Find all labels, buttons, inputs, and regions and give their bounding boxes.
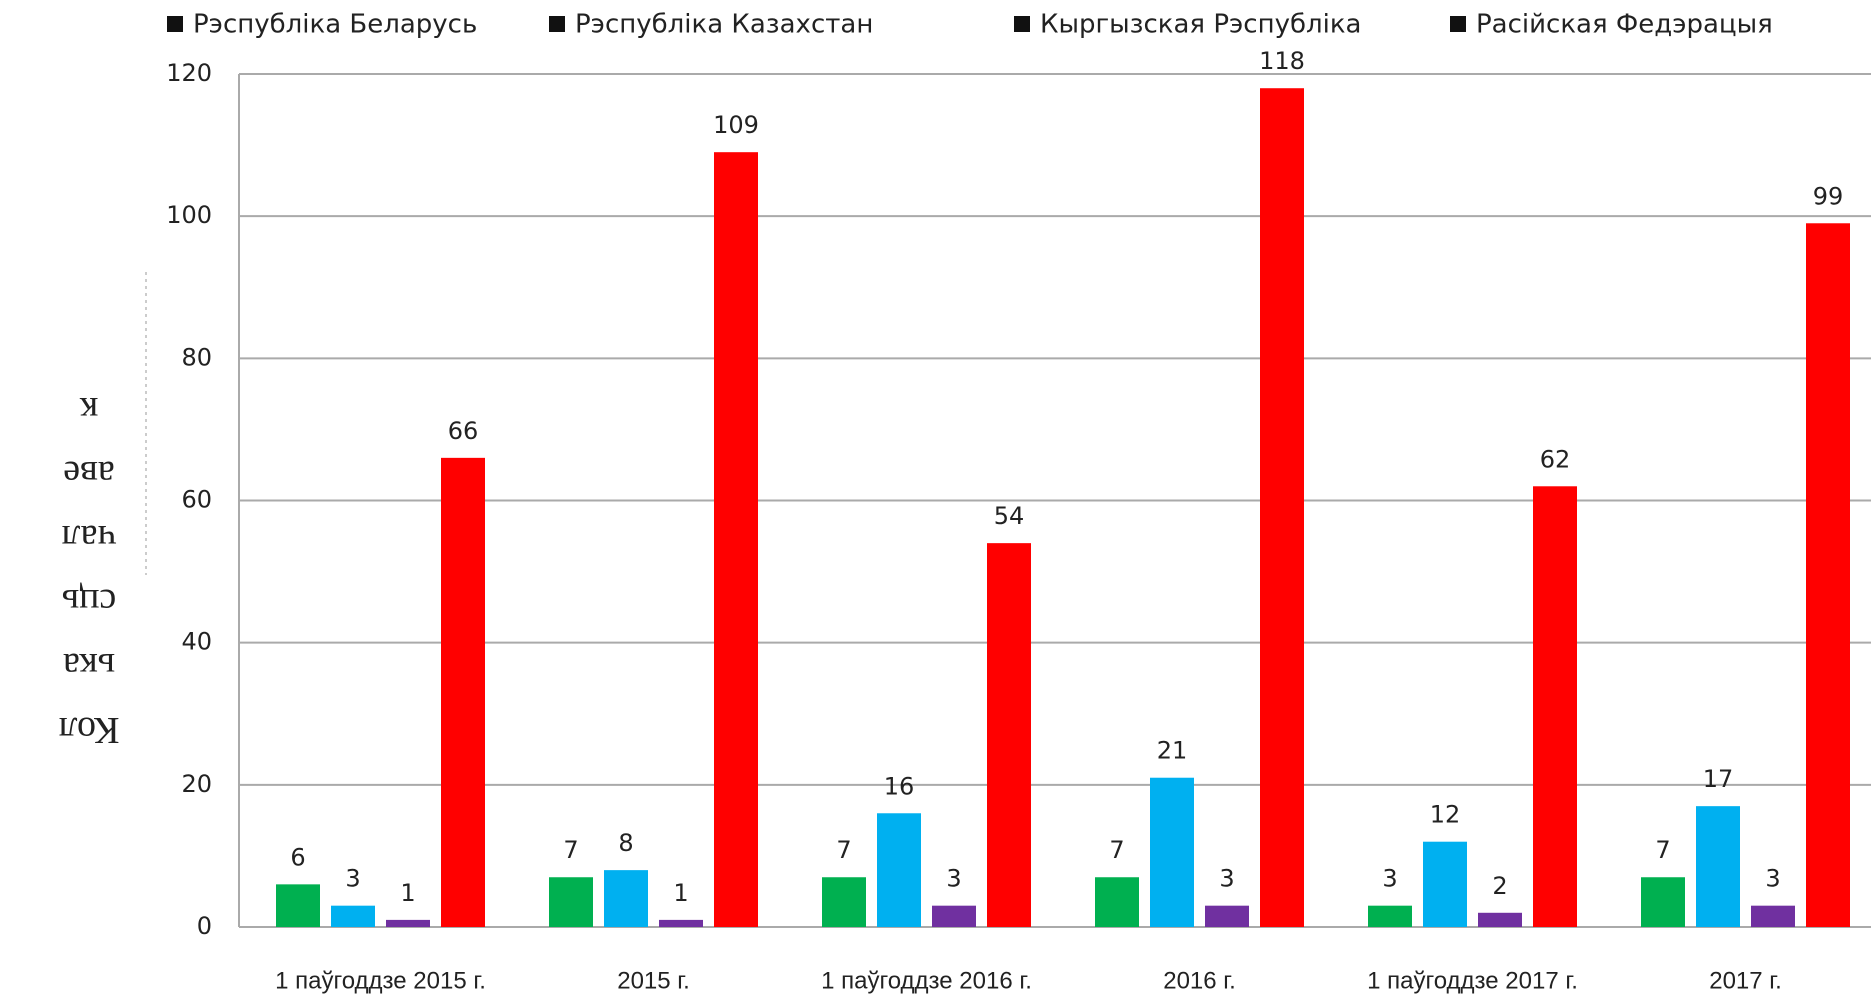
bar [441,457,485,927]
legend-swatch [549,16,565,32]
value-label: 8 [618,829,633,857]
legend-label: Рэспубліка Казахстан [575,10,873,40]
bar [1423,841,1467,927]
legend-swatch [1014,16,1030,32]
bar [1696,806,1740,927]
bar [1641,877,1685,927]
value-label: 3 [1219,865,1234,893]
bar [1260,88,1304,927]
y-tick-label: 60 [181,486,212,514]
x-tick-label: 1 паўгоддзе 2015 г. [275,967,486,994]
value-label: 109 [713,111,759,139]
value-label: 99 [1813,182,1844,210]
x-tick-label: 1 паўгоддзе 2016 г. [821,967,1032,994]
y-tick-label: 0 [197,912,212,940]
y-tick-label: 120 [166,59,212,87]
bar [386,919,430,927]
value-label: 7 [563,836,578,864]
bar [1095,877,1139,927]
legend-label: Кыргызская Рэспубліка [1040,10,1361,40]
value-label: 3 [946,865,961,893]
legend-swatch [1450,16,1466,32]
value-label: 3 [1765,865,1780,893]
value-label: 54 [994,502,1025,530]
bar [932,905,976,927]
legend-swatch [167,16,183,32]
value-label: 7 [1655,836,1670,864]
value-label: 21 [1157,737,1188,765]
value-label: 3 [345,865,360,893]
bar [1205,905,1249,927]
legend-label: Расійская Федэрацыя [1476,10,1773,40]
x-tick-label: 2016 г. [1163,967,1236,994]
y-tick-label: 40 [181,628,212,656]
bar [714,152,758,928]
bar [331,905,375,927]
bar [987,543,1031,927]
value-label: 1 [400,879,415,907]
value-label: 6 [290,843,305,871]
value-label: 7 [1109,836,1124,864]
value-label: 12 [1430,801,1461,829]
value-label: 16 [884,772,915,800]
bar [604,870,648,927]
bar [1751,905,1795,927]
bar [549,877,593,927]
value-label: 66 [448,417,479,445]
x-tick-label: 2017 г. [1709,967,1782,994]
y-axis-label: Колькасцьчалавек [59,389,120,751]
y-tick-label: 100 [166,201,212,229]
bar [1150,777,1194,927]
y-tick-label: 80 [181,343,212,371]
value-label: 1 [673,879,688,907]
bar [276,884,320,927]
legend-label: Рэспубліка Беларусь [193,10,477,40]
bar [1368,905,1412,927]
value-label: 62 [1540,445,1571,473]
x-tick-label: 2015 г. [617,967,690,994]
bar [1806,223,1850,927]
bar [1478,912,1522,927]
bar [659,919,703,927]
value-label: 7 [836,836,851,864]
value-label: 118 [1259,47,1305,75]
bar [822,877,866,927]
value-label: 2 [1492,872,1507,900]
y-tick-label: 20 [181,770,212,798]
x-tick-label: 1 паўгоддзе 2017 г. [1367,967,1578,994]
bar [877,813,921,927]
value-label: 3 [1382,865,1397,893]
bar [1533,486,1577,927]
value-label: 17 [1703,765,1734,793]
